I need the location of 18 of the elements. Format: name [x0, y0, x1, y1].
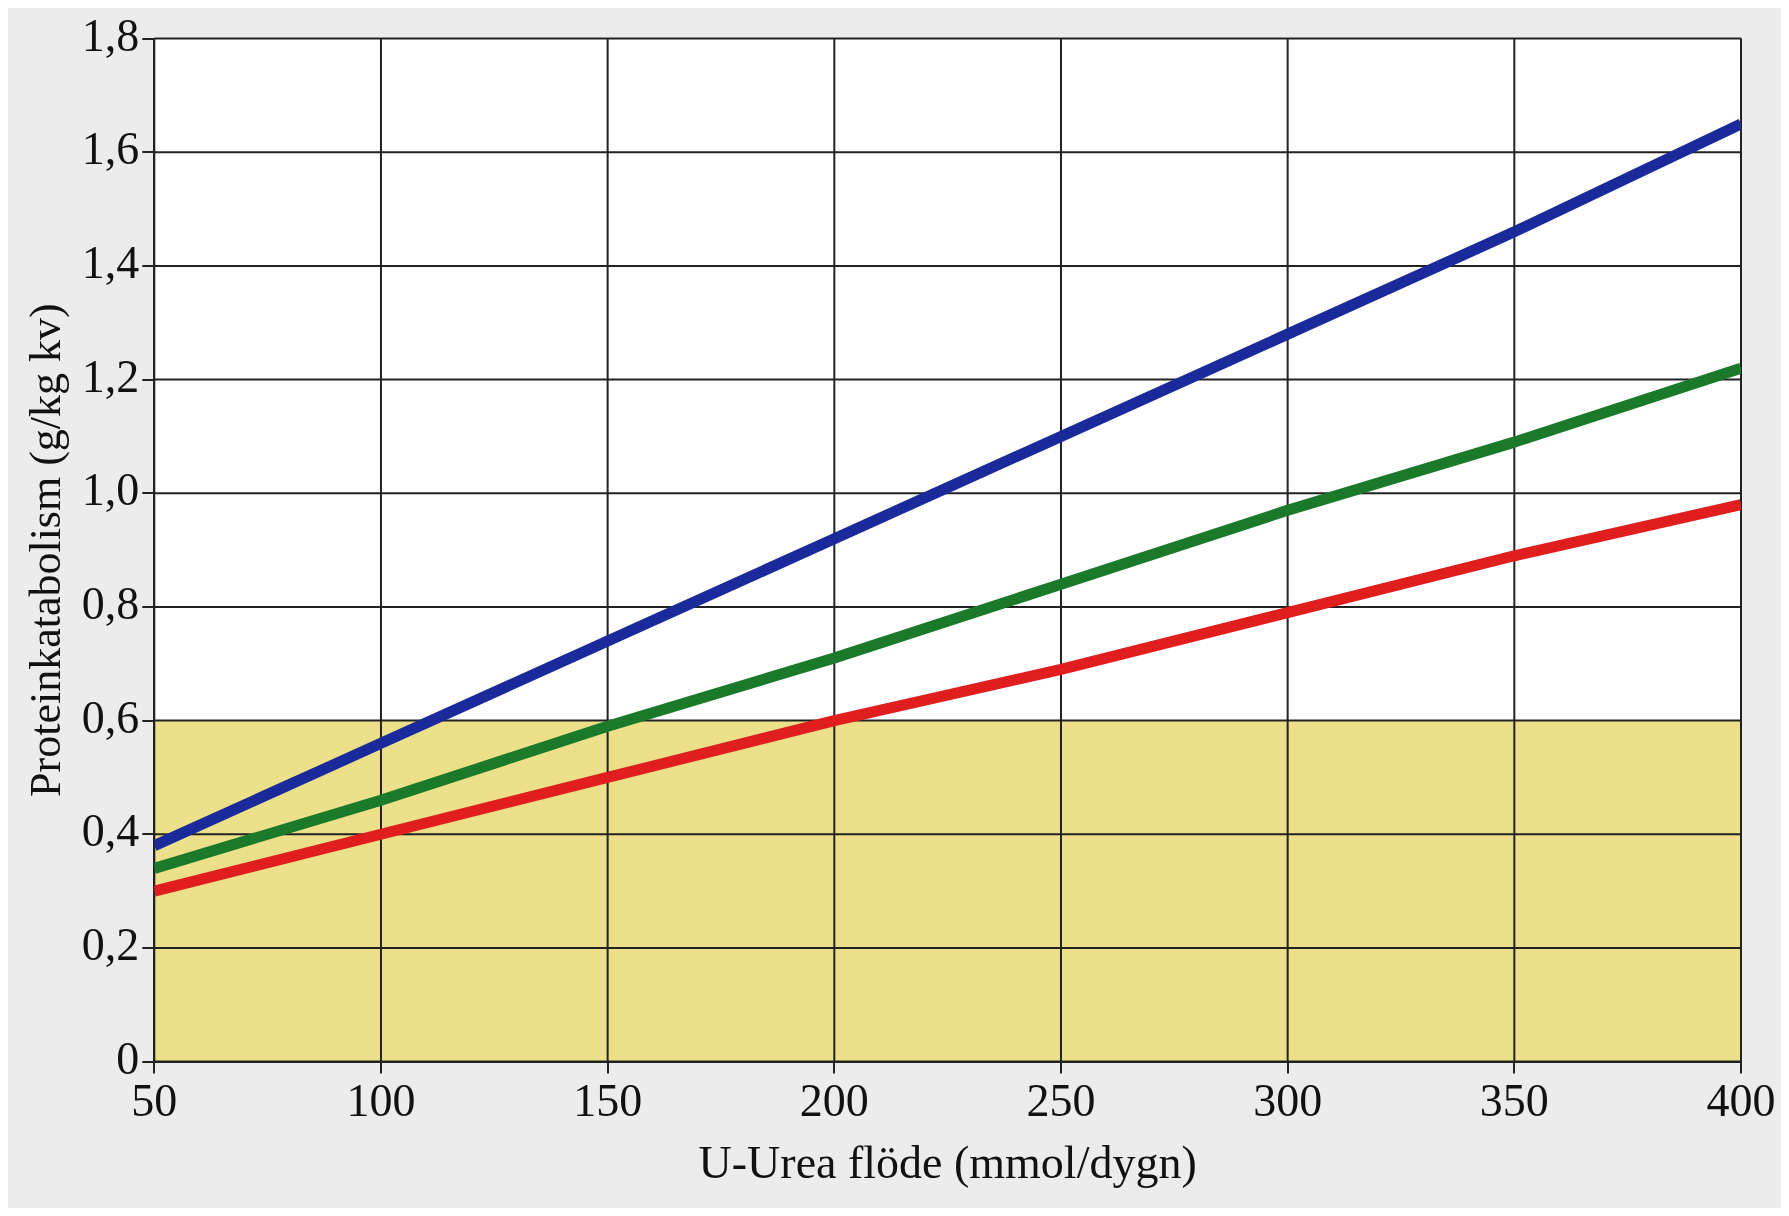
y-tick-label: 1,0 — [81, 464, 140, 516]
x-tick-label: 100 — [346, 1075, 416, 1127]
x-tick-label: 300 — [1253, 1075, 1323, 1127]
x-tick-label: 200 — [799, 1075, 869, 1127]
x-axis-title: U-Urea flöde (mmol/dygn) — [698, 1137, 1197, 1189]
y-tick-label: 0,2 — [81, 919, 140, 971]
y-tick-label: 1,4 — [81, 237, 140, 289]
y-tick-label: 0,8 — [81, 578, 140, 630]
y-axis-title: Proteinkatabolism (g/kg kv) — [20, 303, 70, 797]
x-tick-label: 400 — [1706, 1075, 1776, 1127]
y-tick-label: 0,4 — [81, 805, 140, 857]
y-tick-label: 1,8 — [81, 9, 140, 61]
x-tick-label: 350 — [1479, 1075, 1549, 1127]
y-tick-label: 1,2 — [81, 350, 140, 402]
x-tick-label: 250 — [1026, 1075, 1096, 1127]
y-tick-label: 0,6 — [81, 691, 140, 743]
y-tick-label: 1,6 — [81, 123, 140, 175]
x-tick-label: 150 — [573, 1075, 643, 1127]
